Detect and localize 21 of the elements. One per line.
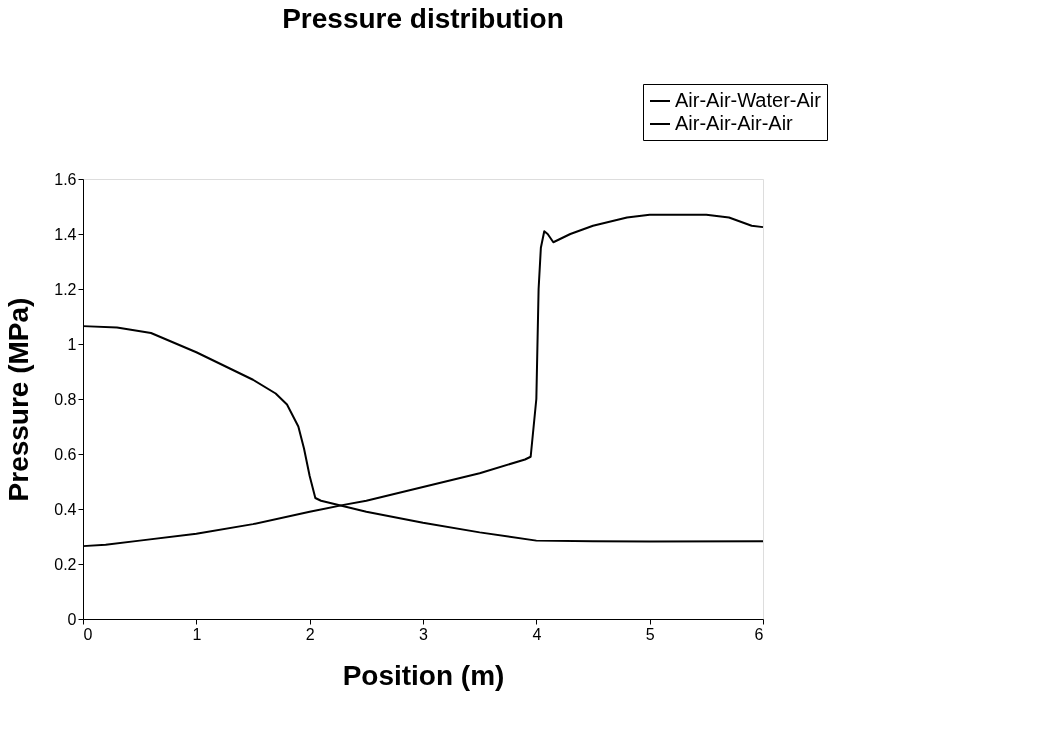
x-tick-label: 2 (305, 625, 315, 643)
y-tick-label: 0.8 (54, 390, 77, 408)
x-tick-label: 1 (192, 625, 202, 643)
y-tick-label: 1.4 (54, 225, 77, 243)
y-tick-label: 1.2 (54, 280, 77, 298)
y-tick-label: 0.4 (54, 500, 77, 518)
y-tick-label: 0.2 (54, 555, 77, 573)
legend-label: Air-Air-Water-Air (675, 89, 822, 111)
x-axis-title: Position (m) (342, 659, 505, 691)
legend-label: Air-Air-Air-Air (675, 112, 794, 134)
y-tick-label: 1 (67, 335, 77, 353)
x-tick-label: 3 (419, 625, 429, 643)
x-tick-label: 4 (532, 625, 542, 643)
y-tick-label: 0 (67, 610, 77, 628)
x-tick-label: 6 (754, 625, 764, 643)
x-tick-label: 0 (83, 625, 93, 643)
x-tick-label: 5 (645, 625, 655, 643)
chart-title: Pressure distribution (282, 2, 564, 34)
y-tick-label: 1.6 (54, 170, 77, 188)
y-tick-label: 0.6 (54, 445, 77, 463)
y-axis-title: Pressure (MPa) (3, 297, 35, 502)
